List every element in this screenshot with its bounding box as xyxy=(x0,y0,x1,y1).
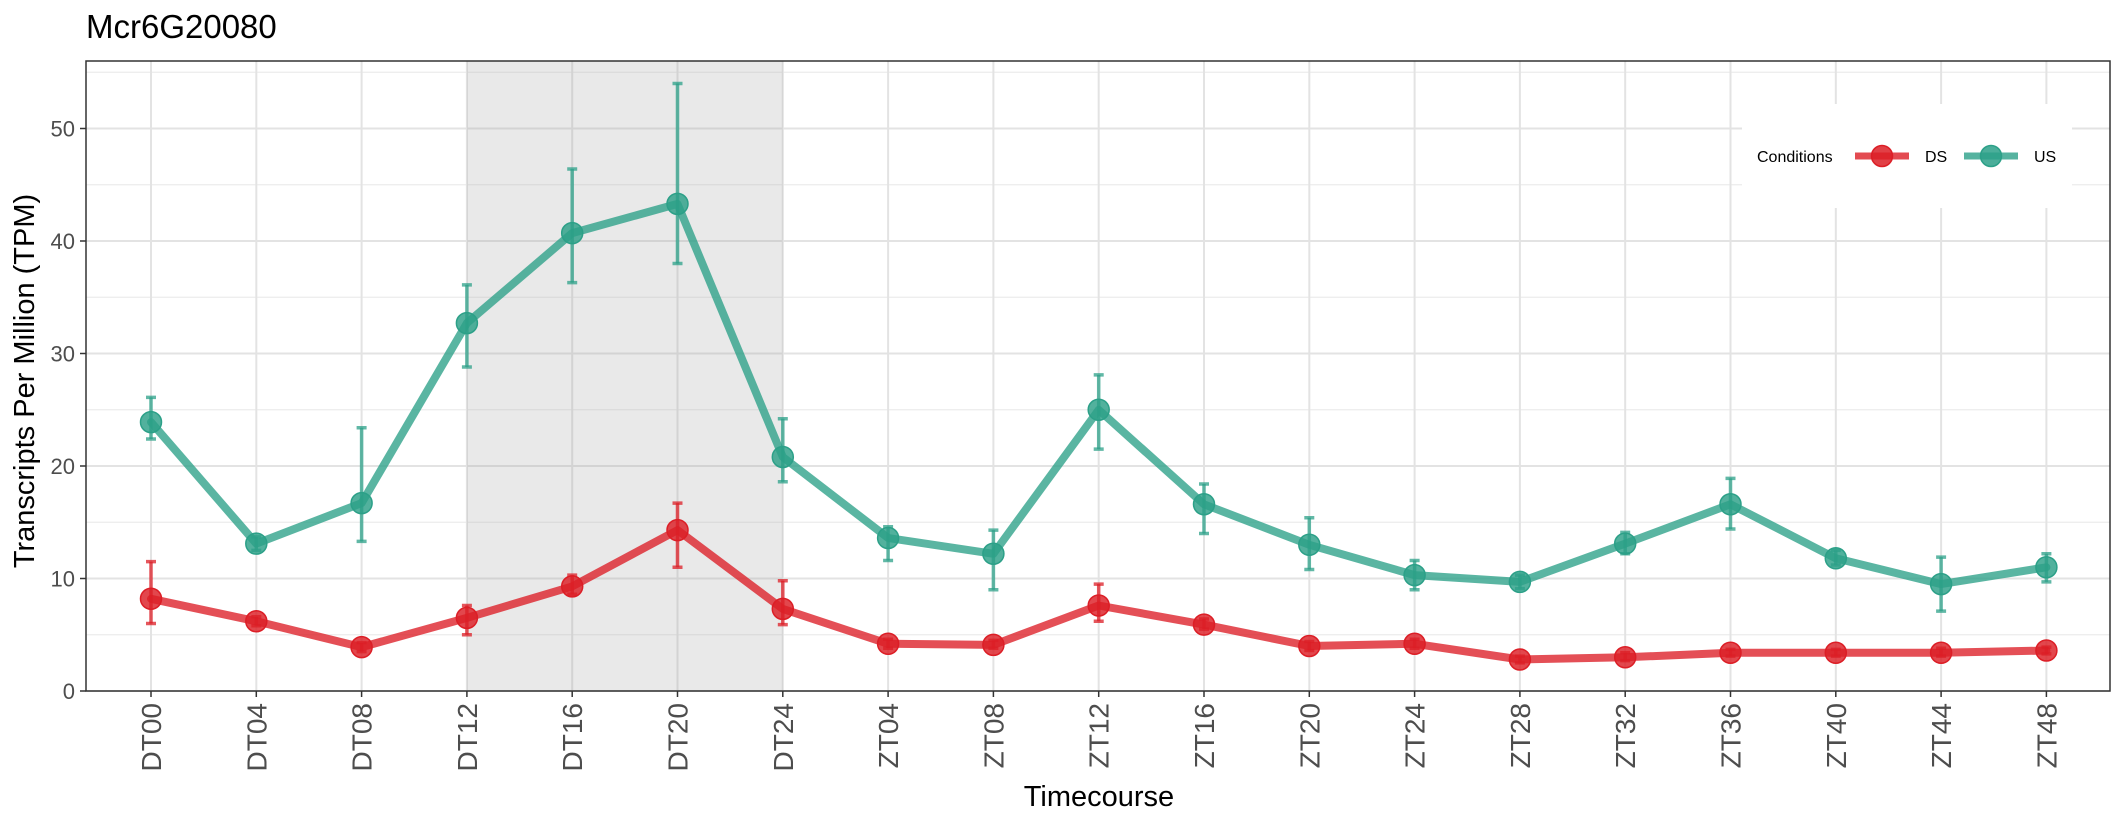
data-point-us xyxy=(1613,532,1637,555)
y-tick-label: 10 xyxy=(51,567,75,592)
data-point-us xyxy=(982,542,1005,565)
chart-title: Mcr6G20080 xyxy=(86,8,277,45)
data-point-us xyxy=(1298,533,1321,556)
x-tick-label: DT24 xyxy=(768,703,799,771)
x-tick-label: ZT04 xyxy=(873,703,904,768)
legend-key-point-us xyxy=(1979,144,2003,168)
legend-label-ds: DS xyxy=(1925,149,1947,166)
x-tick-label: ZT24 xyxy=(1400,703,1431,768)
x-tick-label: DT12 xyxy=(452,703,483,771)
data-point-us xyxy=(2035,556,2058,579)
data-point-ds xyxy=(1613,646,1637,669)
y-axis-label: Transcripts Per Million (TPM) xyxy=(9,194,41,568)
x-tick-label: ZT08 xyxy=(978,703,1009,768)
data-point-ds xyxy=(1298,634,1321,658)
x-tick-label: ZT36 xyxy=(1716,703,1747,768)
x-tick-label: ZT40 xyxy=(1821,703,1852,768)
data-point-us xyxy=(666,192,689,216)
data-point-ds xyxy=(666,518,689,542)
data-point-ds xyxy=(350,635,373,659)
legend-key-point-ds xyxy=(1870,144,1894,168)
y-tick-label: 50 xyxy=(51,117,75,142)
data-point-ds xyxy=(771,597,795,621)
y-tick-label: 30 xyxy=(51,342,75,367)
data-point-us xyxy=(350,491,373,515)
x-tick-label: ZT12 xyxy=(1084,703,1115,768)
y-tick-label: 0 xyxy=(63,679,75,704)
data-point-ds xyxy=(1508,648,1532,671)
data-point-us xyxy=(245,532,268,555)
x-tick-label: DT20 xyxy=(663,703,694,771)
data-point-us xyxy=(1403,563,1426,587)
data-point-ds xyxy=(1192,613,1216,636)
x-tick-label: ZT32 xyxy=(1610,703,1641,768)
data-point-us xyxy=(771,445,795,469)
data-point-us xyxy=(1719,493,1742,516)
data-point-ds xyxy=(982,633,1005,657)
x-tick-label: DT16 xyxy=(557,703,588,771)
x-tick-label: DT08 xyxy=(347,703,378,771)
data-point-us xyxy=(560,221,584,245)
x-tick-label: ZT44 xyxy=(1926,703,1957,768)
data-point-us xyxy=(1087,398,1110,421)
data-point-ds xyxy=(139,587,163,610)
x-tick-label: ZT28 xyxy=(1505,703,1536,768)
y-tick-label: 20 xyxy=(51,454,75,479)
data-point-ds xyxy=(1087,594,1110,617)
x-tick-label: ZT20 xyxy=(1294,703,1325,768)
x-axis-label: Timecourse xyxy=(1024,781,1174,813)
data-point-us xyxy=(876,526,900,550)
data-point-ds xyxy=(1403,632,1426,655)
data-point-us xyxy=(1508,570,1532,594)
data-point-ds xyxy=(245,610,268,633)
x-tick-label: ZT16 xyxy=(1189,703,1220,768)
data-point-ds xyxy=(1824,641,1848,664)
x-tick-label: DT00 xyxy=(136,703,167,771)
plot-panel-border xyxy=(85,60,2111,692)
x-tick-label: DT04 xyxy=(241,703,272,771)
shaded-region xyxy=(466,61,783,691)
data-point-ds xyxy=(560,575,584,598)
data-point-us xyxy=(1929,572,1953,596)
data-point-ds xyxy=(455,606,479,630)
data-point-ds xyxy=(876,632,900,655)
data-point-us xyxy=(139,410,163,434)
data-point-ds xyxy=(2035,639,2058,662)
data-point-ds xyxy=(1719,641,1742,664)
legend-title: Conditions xyxy=(1757,149,1833,166)
data-point-ds xyxy=(1929,641,1953,664)
data-point-us xyxy=(1192,493,1216,516)
data-point-us xyxy=(1824,547,1848,570)
y-tick-label: 40 xyxy=(51,229,75,254)
legend-label-us: US xyxy=(2034,149,2056,166)
data-point-us xyxy=(455,311,479,335)
legend: Conditions DS US xyxy=(1742,104,2072,208)
x-tick-label: ZT48 xyxy=(2031,703,2062,768)
